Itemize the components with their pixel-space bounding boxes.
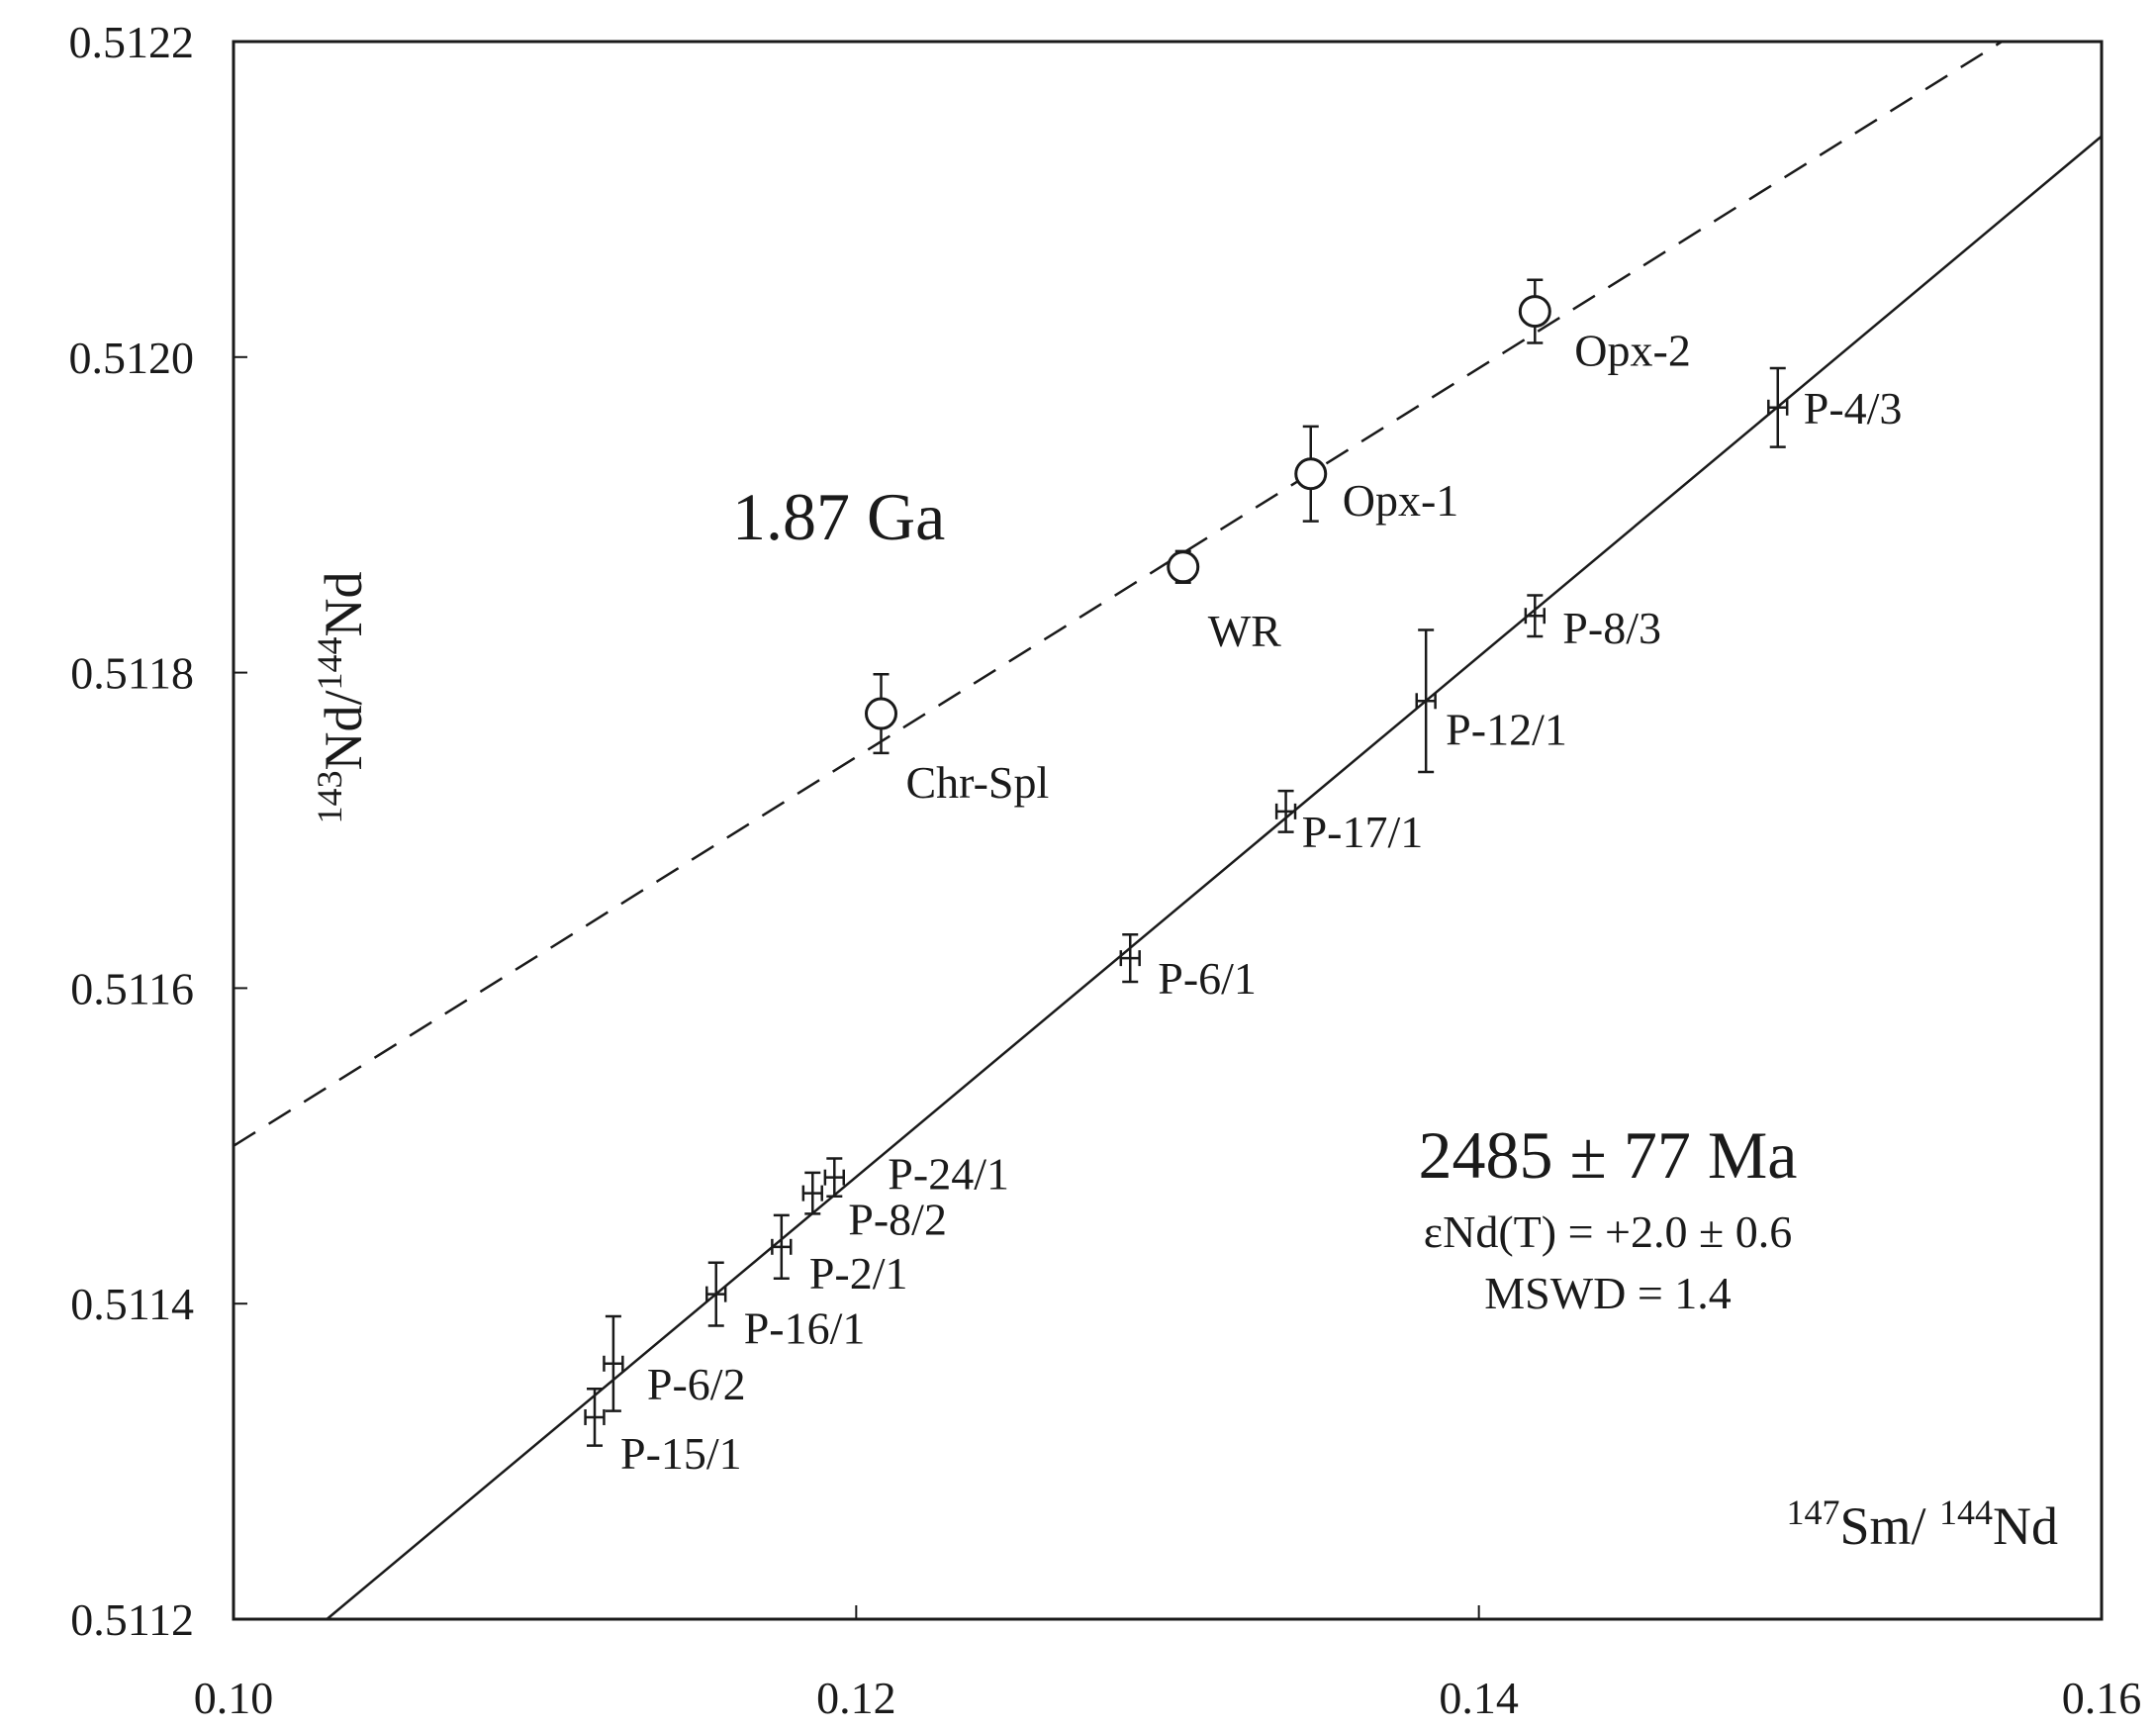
isochron-lines	[233, 40, 2103, 1620]
data-point	[705, 1261, 727, 1327]
data-point	[823, 1157, 845, 1199]
y-tick-label: 0.5120	[69, 333, 195, 383]
open-circle-marker	[1294, 457, 1328, 491]
point-label: P-6/1	[1158, 953, 1257, 1004]
point-label: P-12/1	[1446, 704, 1567, 754]
point-label: P-8/3	[1562, 603, 1661, 653]
y-tick-label: 0.5116	[70, 963, 194, 1013]
point-label: WR	[1208, 606, 1281, 656]
open-circle-marker	[1518, 295, 1551, 329]
y-axis-title: 143Nd/144Nd	[310, 572, 373, 824]
point-labels: Chr-Spl WR Opx-1 Opx-2 P-15/1 P-6/2P-16/1P-2/…	[620, 326, 1902, 1479]
mswd-stat: MSWD = 1.4	[1484, 1268, 1732, 1318]
data-point	[1119, 932, 1141, 984]
data-point	[1518, 278, 1551, 344]
data-point	[1524, 594, 1546, 638]
point-label: P-2/1	[809, 1248, 908, 1299]
point-label: P-24/1	[888, 1149, 1009, 1200]
x-tick-label: 0.16	[2062, 1673, 2142, 1723]
data-point	[865, 672, 898, 755]
data-points	[584, 278, 1789, 1447]
axes: 0.10 0.12 0.14 0.16 0.5112 0.5114 0.5116 0.5118…	[69, 17, 2142, 1723]
y-tick-label: 0.5114	[70, 1279, 194, 1329]
open-circle-marker	[865, 697, 898, 730]
data-point	[1167, 549, 1200, 584]
open-circle-marker	[1167, 550, 1200, 584]
point-label: Opx-1	[1343, 475, 1459, 526]
isochron-line-solid	[326, 135, 2103, 1620]
x-tick-label: 0.10	[194, 1673, 274, 1723]
end-t-stat: εNd(T) = +2.0 ± 0.6	[1424, 1206, 1792, 1257]
point-label: P-16/1	[744, 1303, 866, 1354]
point-label: P-15/1	[620, 1428, 742, 1479]
data-point	[603, 1314, 624, 1412]
plot-frame	[232, 40, 2104, 1621]
data-point	[771, 1213, 793, 1280]
isochron-line-dashed	[233, 40, 2003, 1147]
data-point	[801, 1171, 823, 1215]
x-tick-label: 0.14	[1439, 1673, 1519, 1723]
data-point	[1274, 789, 1297, 833]
point-label: P-6/2	[647, 1359, 746, 1409]
point-label: Chr-Spl	[906, 757, 1050, 808]
data-point	[584, 1388, 606, 1447]
y-tick-label: 0.5122	[69, 17, 195, 67]
point-label: P-4/3	[1804, 383, 1903, 433]
y-tick-label: 0.5112	[70, 1594, 194, 1645]
data-point	[1767, 366, 1789, 448]
point-label: P-17/1	[1302, 807, 1424, 857]
age-label-1-87-ga: 1.87 Ga	[732, 479, 945, 554]
data-point	[1415, 628, 1437, 774]
data-point	[1294, 425, 1328, 523]
x-tick-label: 0.12	[816, 1673, 896, 1723]
y-tick-label: 0.5118	[70, 648, 194, 699]
age-label-2485-ma: 2485 ± 77 Ma	[1419, 1117, 1798, 1193]
x-axis-title: 147Sm/ 144Nd	[1786, 1492, 2058, 1556]
point-label: Opx-2	[1574, 326, 1691, 376]
point-label: P-8/2	[848, 1195, 947, 1245]
